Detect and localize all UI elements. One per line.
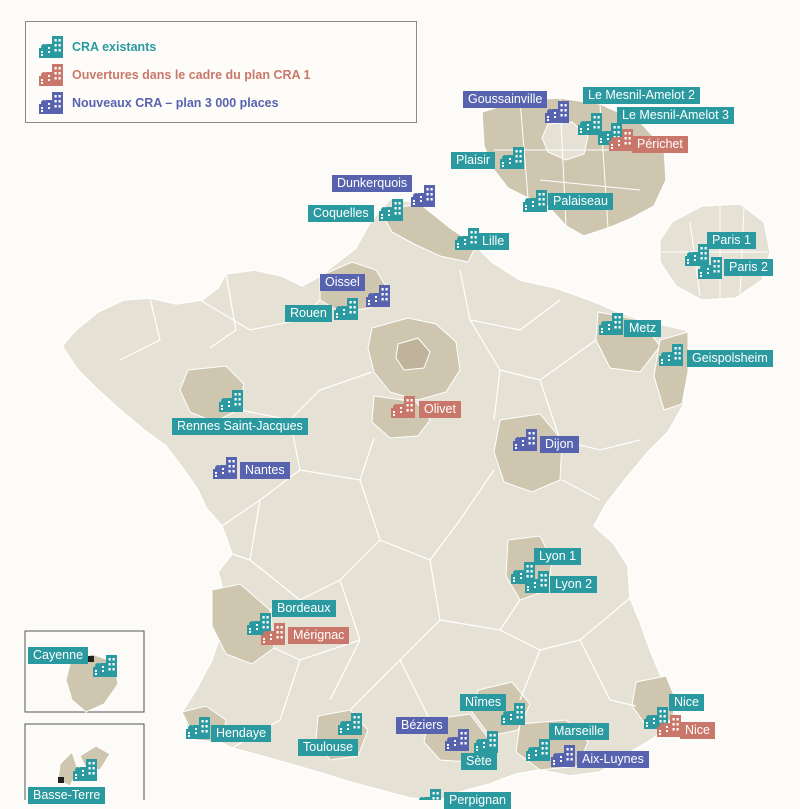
building-icon: [551, 745, 575, 767]
location-label: Aix-Luynes: [577, 751, 649, 768]
location-label: Nîmes: [460, 694, 507, 711]
location-label: Rouen: [285, 305, 332, 322]
building-icon: [698, 257, 722, 279]
gironde-highlight: [211, 583, 275, 665]
legend-new-label: Nouveaux CRA – plan 3 000 places: [72, 96, 279, 110]
building-icon: [334, 298, 358, 320]
location-label: Lyon 1: [534, 548, 582, 565]
building-icon: [186, 717, 210, 739]
building-icon: [685, 244, 709, 266]
building-icon: [545, 101, 569, 123]
building-icon: [213, 457, 237, 479]
building-icon: [411, 185, 435, 207]
building-icon: [659, 344, 683, 366]
building-icon: [445, 729, 469, 751]
legend-plan1-label: Ouvertures dans le cadre du plan CRA 1: [72, 68, 311, 82]
department-borders: [119, 269, 641, 749]
location-label: Nice: [680, 722, 716, 739]
location-label: Olivet: [419, 401, 461, 418]
location-label: Goussainville: [463, 91, 548, 108]
location-label: Plaisir: [451, 152, 496, 169]
building-icon: [599, 313, 623, 335]
location-label: Sète: [461, 753, 497, 770]
legend-existing: CRA existants: [38, 35, 156, 59]
location-label: Dunkerquois: [332, 175, 413, 192]
location-label: Hendaye: [211, 725, 272, 742]
location-label: Rennes Saint-Jacques: [172, 418, 308, 435]
building-icon: [501, 703, 525, 725]
location-label: Oissel: [320, 274, 365, 291]
building-icon: [261, 623, 285, 645]
building-icon: [39, 36, 63, 58]
cayenne-dot: [88, 656, 94, 662]
location-label: Lille: [477, 233, 510, 250]
france-mainland: [61, 197, 689, 800]
location-label: Palaiseau: [548, 193, 613, 210]
location-label: Dijon: [540, 436, 579, 453]
nord-highlight: [379, 203, 477, 263]
idf-inner-highlight: [395, 337, 431, 371]
location-label: Périchet: [632, 136, 688, 153]
basse-terre-dot: [58, 777, 64, 783]
building-icon: [609, 129, 633, 151]
building-icon: [39, 92, 63, 114]
location-label: Toulouse: [298, 739, 359, 756]
location-label: Le Mesnil-Amelot 2: [583, 87, 700, 104]
building-icon: [93, 655, 117, 677]
building-icon: [39, 64, 63, 86]
location-label: Paris 2: [724, 259, 773, 276]
location-label: Cayenne: [28, 647, 89, 664]
building-icon: [578, 113, 602, 135]
location-label: Paris 1: [707, 232, 756, 249]
location-label: Geispolsheim: [687, 350, 773, 367]
building-icon: [500, 147, 524, 169]
building-icon: [391, 396, 415, 418]
location-label: Perpignan: [444, 792, 511, 809]
building-icon: [526, 739, 550, 761]
building-icon: [644, 707, 668, 729]
location-label: Nice: [669, 694, 705, 711]
legend: CRA existants Ouvertures dans le cadre d…: [25, 21, 417, 123]
location-label: Coquelles: [308, 205, 374, 222]
building-icon: [513, 429, 537, 451]
location-label: Marseille: [549, 723, 610, 740]
building-icon: [379, 199, 403, 221]
building-icon: [419, 789, 441, 800]
building-icon: [474, 731, 498, 753]
location-label: Metz: [624, 320, 662, 337]
building-icon: [657, 715, 681, 737]
dijon-highlight: [493, 413, 563, 493]
location-label: Lyon 2: [550, 576, 598, 593]
location-label: Béziers: [396, 717, 448, 734]
location-label: Mérignac: [288, 627, 350, 644]
building-icon: [455, 228, 479, 250]
legend-existing-label: CRA existants: [72, 40, 157, 54]
location-label: Nantes: [240, 462, 290, 479]
building-icon: [73, 759, 97, 781]
building-icon: [338, 713, 362, 735]
legend-plan1: Ouvertures dans le cadre du plan CRA 1: [38, 63, 311, 87]
building-icon: [366, 285, 390, 307]
building-icon: [523, 190, 547, 212]
location-label: Basse-Terre: [28, 787, 106, 804]
building-icon: [247, 613, 271, 635]
location-label: Bordeaux: [272, 600, 336, 617]
location-label: Le Mesnil-Amelot 3: [617, 107, 734, 124]
legend-new: Nouveaux CRA – plan 3 000 places: [38, 91, 279, 115]
building-icon: [525, 571, 549, 593]
building-icon: [511, 562, 535, 584]
building-icon: [219, 390, 243, 412]
